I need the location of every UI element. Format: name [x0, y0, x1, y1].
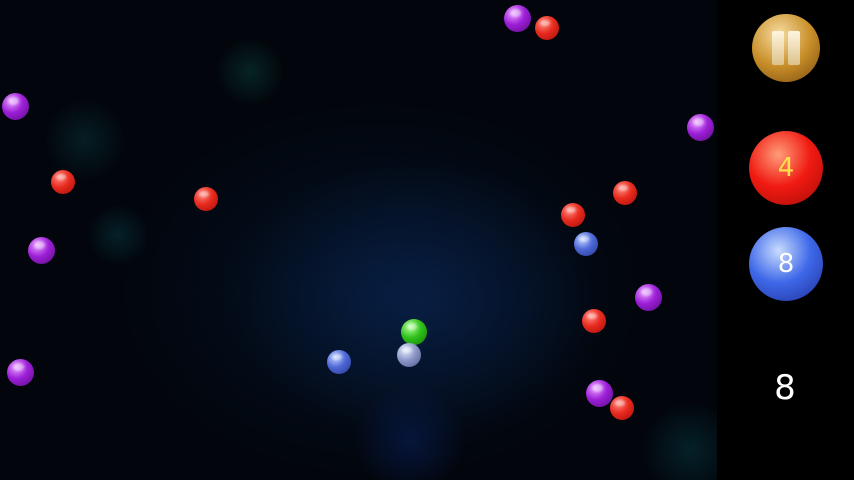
- green-ball[interactable]: [401, 319, 427, 345]
- score-text: 8: [774, 368, 796, 408]
- blue-count-text: 8: [777, 249, 795, 279]
- play-field[interactable]: [0, 0, 717, 480]
- purple-ball[interactable]: [2, 93, 29, 120]
- red-ball[interactable]: [51, 170, 75, 194]
- red-ball[interactable]: [610, 396, 634, 420]
- red-ball[interactable]: [613, 181, 637, 205]
- red-ball[interactable]: [561, 203, 585, 227]
- purple-ball[interactable]: [7, 359, 34, 386]
- purple-ball[interactable]: [504, 5, 531, 32]
- pause-button[interactable]: [752, 14, 820, 82]
- grey-ball[interactable]: [397, 343, 421, 367]
- red-ball[interactable]: [535, 16, 559, 40]
- red-ball-counter: 4: [749, 131, 823, 205]
- blue-ball[interactable]: [327, 350, 351, 374]
- red-count-text: 4: [777, 153, 795, 183]
- blue-ball[interactable]: [574, 232, 598, 256]
- purple-ball[interactable]: [586, 380, 613, 407]
- red-ball[interactable]: [194, 187, 218, 211]
- purple-ball[interactable]: [687, 114, 714, 141]
- purple-ball[interactable]: [28, 237, 55, 264]
- red-ball[interactable]: [582, 309, 606, 333]
- blue-ball-counter: 8: [749, 227, 823, 301]
- purple-ball[interactable]: [635, 284, 662, 311]
